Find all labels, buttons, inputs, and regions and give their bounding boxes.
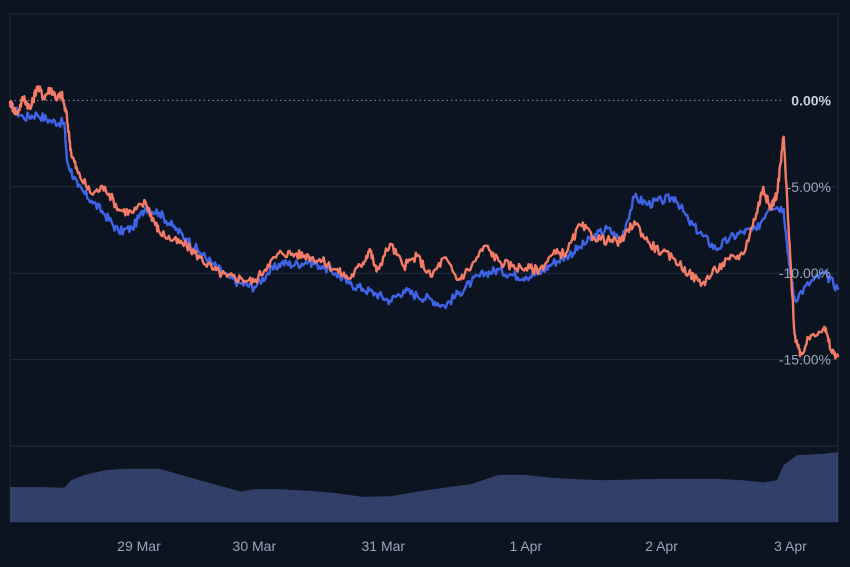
- series-layer: [8, 85, 840, 360]
- x-tick-label: 1 Apr: [509, 538, 542, 554]
- x-axis: 29 Mar 30 Mar 31 Mar 1 Apr 2 Apr 3 Apr: [117, 538, 807, 554]
- y-axis: 0.00% -5.00% -10.00% -15.00%: [779, 92, 832, 367]
- y-tick-label: -5.00%: [787, 179, 831, 195]
- series-line-2: [8, 85, 840, 360]
- x-tick-label: 31 Mar: [361, 538, 405, 554]
- x-tick-label: 30 Mar: [233, 538, 277, 554]
- x-tick-label: 29 Mar: [117, 538, 161, 554]
- y-tick-label: -10.00%: [779, 265, 831, 281]
- y-tick-label: 0.00%: [791, 92, 831, 108]
- x-tick-label: 3 Apr: [774, 538, 807, 554]
- x-tick-label: 2 Apr: [645, 538, 678, 554]
- series-line-1: [8, 101, 840, 310]
- y-tick-label: -15.00%: [779, 352, 831, 368]
- volume-fill: [10, 452, 838, 522]
- volume-area: [9, 446, 838, 522]
